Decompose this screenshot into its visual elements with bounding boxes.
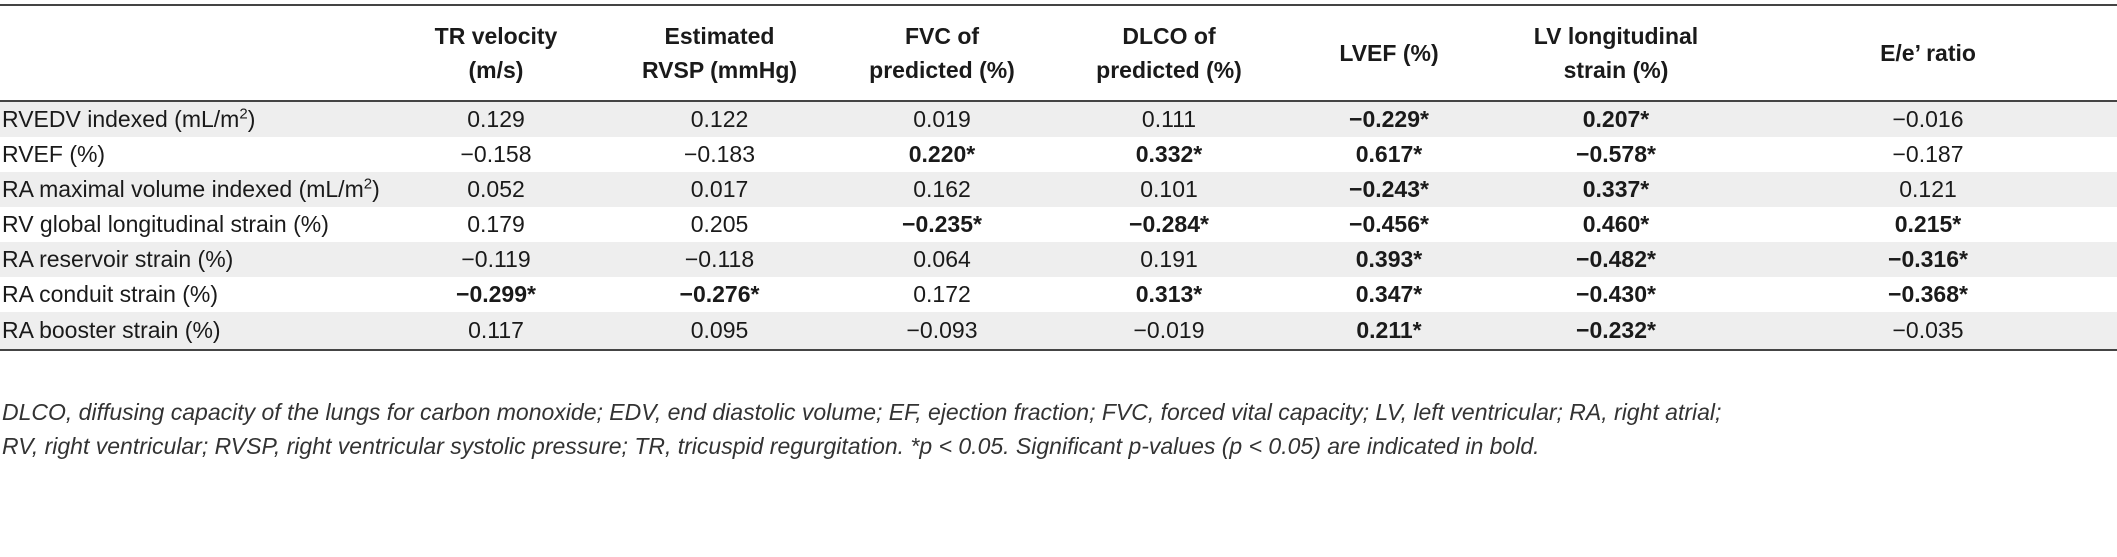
row-label: RA reservoir strain (%) <box>2 246 234 272</box>
table-row: RA conduit strain (%) −0.299* −0.276* 0.172… <box>0 277 2117 312</box>
table-footnote: DLCO, diffusing capacity of the lungs fo… <box>2 395 2112 463</box>
table-cell: 0.347* <box>1355 281 1423 307</box>
table-cell: 0.191 <box>1140 246 1198 272</box>
header-cell-row-label <box>0 4 384 102</box>
table-cell: 0.101 <box>1140 176 1198 202</box>
table-cell: 0.211* <box>1285 312 1493 351</box>
table-row: RVEDV indexed (mL/m2) 0.129 0.122 0.019 0.11… <box>0 101 2117 137</box>
table-cell: 0.337* <box>1582 176 1650 202</box>
table-cell: −0.118 <box>684 246 755 272</box>
table-header: TR velocity (m/s) Estimated RVSP (mmHg) FV… <box>0 4 2117 102</box>
table-cell: −0.232* <box>1493 312 1739 351</box>
row-label: RVEF (%) <box>2 141 106 167</box>
superscript: 2 <box>239 105 248 123</box>
header-row: TR velocity (m/s) Estimated RVSP (mmHg) FV… <box>0 4 2117 102</box>
table-cell: 0.205 <box>690 211 749 237</box>
table-cell: 0.052 <box>467 176 525 202</box>
header-cell-estimated-rvsp: Estimated RVSP (mmHg) <box>608 4 831 102</box>
table-cell: 0.393* <box>1355 246 1423 272</box>
table-cell: −0.035 <box>1739 312 2117 351</box>
table-cell: −0.482* <box>1576 246 1656 272</box>
table-cell: −0.243* <box>1349 176 1429 202</box>
table-cell: 0.172 <box>913 281 971 307</box>
correlation-table: TR velocity (m/s) Estimated RVSP (mmHg) FV… <box>0 4 2117 351</box>
table-cell: −0.187 <box>1892 141 1964 167</box>
table-cell: −0.368* <box>1888 281 1968 307</box>
table-cell: 0.117 <box>384 312 608 351</box>
table-body: RVEDV indexed (mL/m2) 0.129 0.122 0.019 0.11… <box>0 101 2117 351</box>
footnote-line-1: DLCO, diffusing capacity of the lungs fo… <box>2 399 1722 425</box>
table-cell: 0.207* <box>1582 106 1650 132</box>
table-cell: −0.158 <box>460 141 532 167</box>
superscript: 2 <box>363 175 373 193</box>
header-cell-lv-strain: LV longitudinal strain (%) <box>1493 4 1739 102</box>
table-row: RA reservoir strain (%) −0.119 −0.118 0.064… <box>0 242 2117 277</box>
table-cell: −0.019 <box>1053 312 1285 351</box>
header-cell-lvef: LVEF (%) <box>1285 4 1493 102</box>
header-cell-e-e-ratio: E/e’ ratio <box>1739 4 2117 102</box>
table-cell: 0.220* <box>908 141 976 167</box>
table-cell: 0.215* <box>1894 211 1962 237</box>
table-cell: −0.183 <box>684 141 755 167</box>
table-cell: 0.617* <box>1355 141 1423 167</box>
table-row: RA maximal volume indexed (mL/m2) 0.052 0.… <box>0 172 2117 207</box>
header-cell-dlco: DLCO of predicted (%) <box>1053 4 1285 102</box>
table-cell: −0.119 <box>461 246 531 272</box>
table-cell: 0.017 <box>690 176 749 202</box>
table-cell: 0.179 <box>467 211 525 237</box>
table-cell: 0.095 <box>608 312 831 351</box>
table-row: RA booster strain (%) 0.117 0.095 −0.093 −0.… <box>0 312 2117 351</box>
table-cell: −0.016 <box>1892 106 1964 132</box>
table-cell: −0.235* <box>902 211 982 237</box>
row-label: RVEDV indexed (mL/m2) <box>2 105 256 132</box>
row-label: RA conduit strain (%) <box>2 281 219 307</box>
table-cell: −0.430* <box>1576 281 1656 307</box>
row-label: RA maximal volume indexed (mL/m2) <box>2 175 380 202</box>
row-label: RA booster strain (%) <box>0 312 384 351</box>
table-cell: 0.460* <box>1582 211 1650 237</box>
table-cell: 0.313* <box>1135 281 1203 307</box>
table-cell: −0.299* <box>456 281 536 307</box>
table-cell: 0.111 <box>1141 106 1197 132</box>
table-cell: 0.162 <box>913 176 971 202</box>
row-label: RV global longitudinal strain (%) <box>2 211 329 237</box>
table-cell: −0.093 <box>831 312 1053 351</box>
table-row: RV global longitudinal strain (%) 0.179 0.… <box>0 207 2117 242</box>
header-cell-fvc: FVC of predicted (%) <box>831 4 1053 102</box>
table-cell: −0.316* <box>1888 246 1968 272</box>
footnote-line-2: RV, right ventricular; RVSP, right ventr… <box>2 433 1540 459</box>
table-cell: −0.578* <box>1576 141 1656 167</box>
table-cell: 0.064 <box>913 246 971 272</box>
table-cell: 0.122 <box>690 106 749 132</box>
table-cell: 0.121 <box>1899 176 1957 202</box>
table-cell: −0.276* <box>679 281 760 307</box>
table-cell: −0.229* <box>1349 106 1429 132</box>
table-row: RVEF (%) −0.158 −0.183 0.220* 0.332* 0.617* −0… <box>0 137 2117 172</box>
header-cell-tr-velocity: TR velocity (m/s) <box>384 4 608 102</box>
table-cell: −0.284* <box>1129 211 1209 237</box>
table-cell: 0.332* <box>1135 141 1203 167</box>
table-cell: 0.129 <box>467 106 525 132</box>
table-cell: −0.456* <box>1349 211 1429 237</box>
table-cell: 0.019 <box>913 106 971 132</box>
